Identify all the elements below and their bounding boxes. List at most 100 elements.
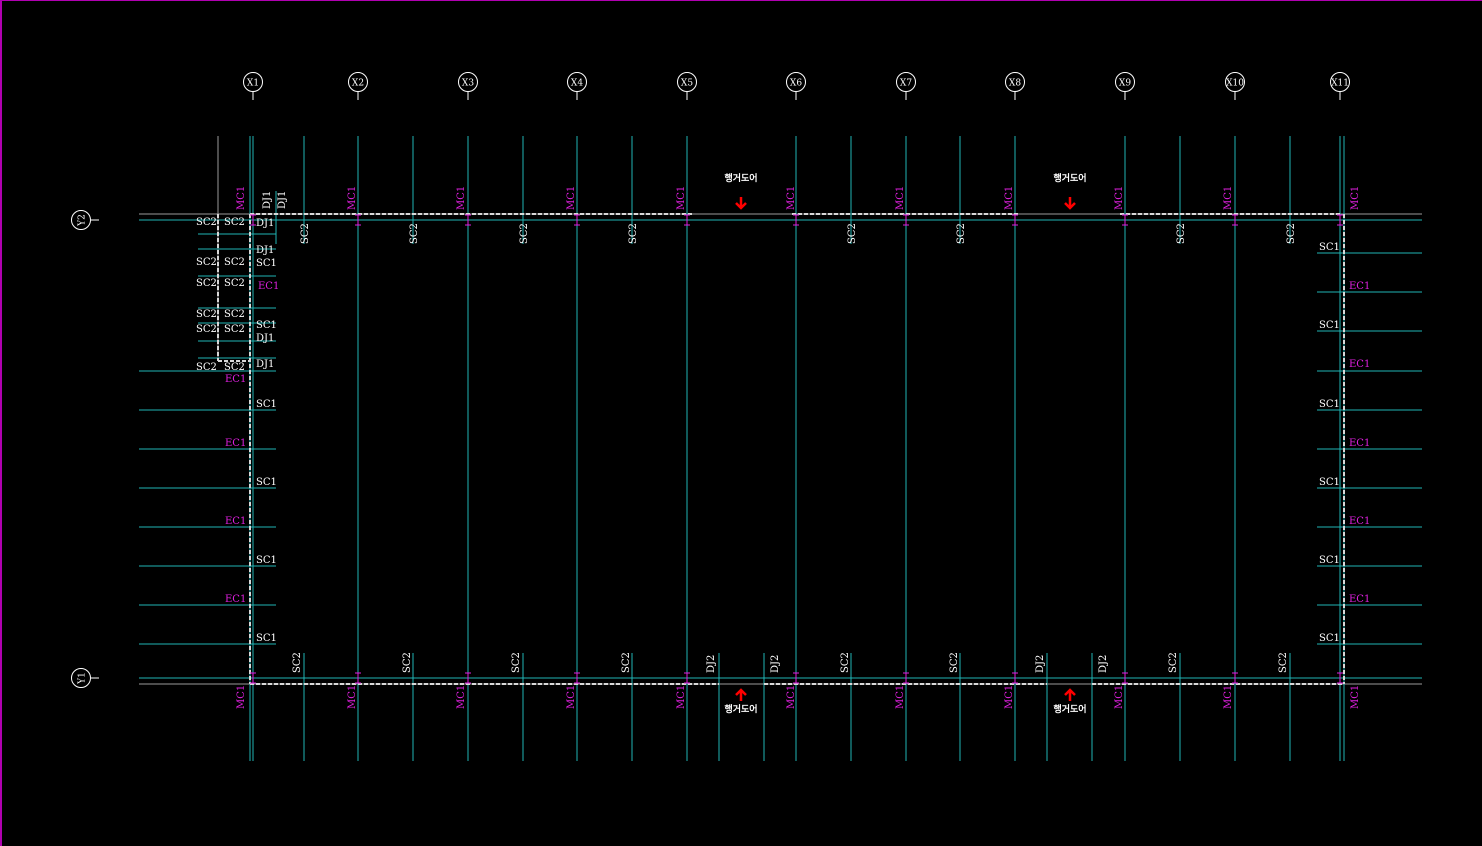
grid-bubble-x10	[1225, 72, 1245, 92]
column-label-bottom: MC1	[566, 685, 577, 709]
grid-label: X10	[1226, 79, 1244, 89]
left-member-label: SC1	[256, 320, 277, 331]
grid-label: X5	[681, 79, 693, 89]
beam-label-bottom: SC2	[511, 652, 522, 673]
column-label-bottom: MC1	[1223, 685, 1234, 709]
column-label-top: MC1	[1350, 186, 1361, 210]
grid-bubble-x2	[348, 72, 368, 92]
grid-bubble-x11	[1330, 72, 1350, 92]
beam-label-bottom: SC2	[840, 652, 851, 673]
grid-label: X7	[900, 79, 912, 89]
left-member-label: EC1	[258, 281, 279, 292]
left-member-label: EC1	[225, 438, 246, 449]
column-label-bottom: MC1	[456, 685, 467, 709]
left-member-label: EC1	[225, 516, 246, 527]
left-member-label: DJ1	[256, 359, 274, 370]
grid-bubble-y1	[71, 668, 91, 688]
right-member-label: SC1	[1319, 555, 1340, 566]
grid-label: Y1	[78, 672, 88, 685]
column-label-top: MC1	[1114, 186, 1125, 210]
left-member-label: SC1	[256, 633, 277, 644]
arrow-up-icon	[735, 688, 747, 701]
right-member-label: EC1	[1349, 516, 1370, 527]
grid-label: X2	[352, 79, 364, 89]
hangar-door-label-top: 행거도어	[724, 172, 757, 184]
left-member-label: SC1	[256, 477, 277, 488]
right-member-label: EC1	[1349, 594, 1370, 605]
right-member-label: EC1	[1349, 359, 1370, 370]
beam-label-top: SC2	[1286, 223, 1297, 244]
annex-beam-label: SC2	[224, 217, 245, 228]
left-member-label: SC1	[256, 555, 277, 566]
column-label-top: MC1	[347, 186, 358, 210]
annex-beam-label: SC2	[196, 362, 217, 373]
joist-label-top: DJ1	[277, 191, 288, 209]
grid-label: X1	[247, 79, 259, 89]
beam-label-bottom: SC2	[1278, 652, 1289, 673]
right-member-label: SC1	[1319, 633, 1340, 644]
right-member-label: SC1	[1319, 399, 1340, 410]
annex-beam-label: SC2	[224, 309, 245, 320]
column-label-top: MC1	[1004, 186, 1015, 210]
beam-label-bottom: DJ2	[1035, 655, 1046, 673]
column-label-top: MC1	[1223, 186, 1234, 210]
arrow-down-icon	[735, 197, 747, 210]
beam-label-bottom: SC2	[1168, 652, 1179, 673]
arrow-up-icon	[1064, 688, 1076, 701]
grid-label: X6	[790, 79, 802, 89]
beam-label-bottom: SC2	[949, 652, 960, 673]
grid-bubble-x8	[1005, 72, 1025, 92]
column-label-bottom: MC1	[1114, 685, 1125, 709]
beam-label-bottom: SC2	[402, 652, 413, 673]
column-label-top: MC1	[676, 186, 687, 210]
annex-beam-label: SC2	[224, 278, 245, 289]
annex-beam-label: SC2	[196, 278, 217, 289]
left-member-label: SC1	[256, 258, 277, 269]
grid-label: Y2	[78, 214, 88, 227]
beam-label-top: SC2	[409, 223, 420, 244]
annex-beam-label: SC2	[224, 362, 245, 373]
grid-label: X11	[1331, 79, 1349, 89]
hangar-door-label-bottom: 행거도어	[1053, 703, 1086, 715]
annex-beam-label: SC2	[224, 257, 245, 268]
annex-beam-label: SC2	[196, 309, 217, 320]
grid-bubble-x1	[243, 72, 263, 92]
beam-label-bottom: SC2	[292, 652, 303, 673]
beam-label-top: SC2	[300, 223, 311, 244]
left-member-label: DJ1	[256, 245, 274, 256]
column-label-top: MC1	[236, 186, 247, 210]
beam-label-top: SC2	[847, 223, 858, 244]
annex-beam-label: SC2	[196, 324, 217, 335]
beam-label-bottom: DJ2	[706, 655, 717, 673]
beam-label-top: SC2	[1176, 223, 1187, 244]
left-member-label: DJ1	[256, 218, 274, 229]
left-member-label: EC1	[225, 374, 246, 385]
joist-label-top: DJ1	[262, 191, 273, 209]
beam-label-bottom: SC2	[621, 652, 632, 673]
column-label-top: MC1	[895, 186, 906, 210]
grid-label: X9	[1119, 79, 1131, 89]
hangar-door-label-top: 행거도어	[1053, 172, 1086, 184]
grid-bubble-x3	[458, 72, 478, 92]
beam-label-top: SC2	[519, 223, 530, 244]
column-label-top: MC1	[786, 186, 797, 210]
hangar-door-label-bottom: 행거도어	[724, 703, 757, 715]
beam-label-top: SC2	[628, 223, 639, 244]
column-label-bottom: MC1	[895, 685, 906, 709]
arrow-down-icon	[1064, 197, 1076, 210]
right-member-label: SC1	[1319, 477, 1340, 488]
column-label-bottom: MC1	[347, 685, 358, 709]
right-member-label: SC1	[1319, 320, 1340, 331]
column-label-bottom: MC1	[236, 685, 247, 709]
right-member-label: EC1	[1349, 438, 1370, 449]
beam-label-bottom: DJ2	[1098, 655, 1109, 673]
grid-label: X4	[571, 79, 583, 89]
grid-label: X3	[462, 79, 474, 89]
left-member-label: EC1	[225, 594, 246, 605]
column-label-top: MC1	[456, 186, 467, 210]
grid-bubble-x5	[677, 72, 697, 92]
right-member-label: SC1	[1319, 242, 1340, 253]
column-label-top: MC1	[566, 186, 577, 210]
grid-bubble-x9	[1115, 72, 1135, 92]
